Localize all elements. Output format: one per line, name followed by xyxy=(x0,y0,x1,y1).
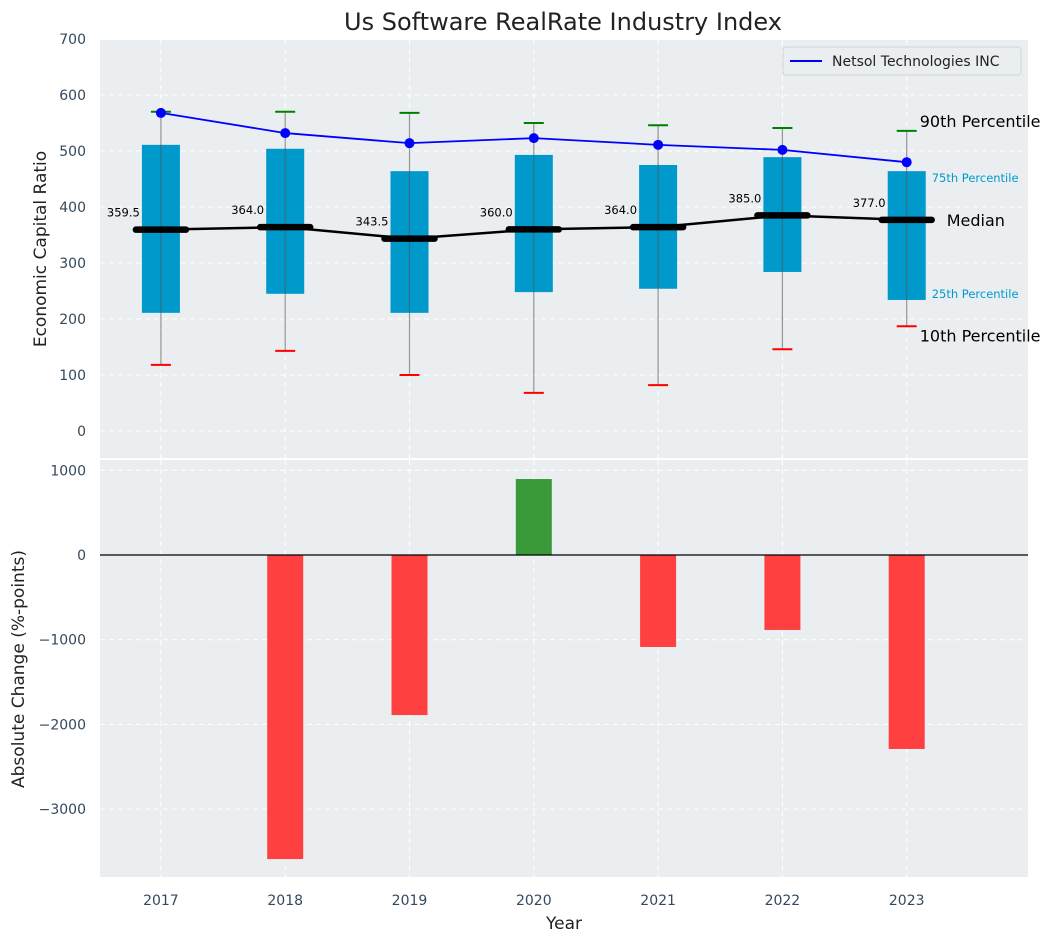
company-point xyxy=(653,139,664,150)
top-panel-background xyxy=(100,40,1028,458)
percentile-annotations: 90th Percentile 75th Percentile Median 2… xyxy=(920,112,1041,345)
company-point xyxy=(528,133,539,144)
bottom-y-tick-label: −2000 xyxy=(39,717,86,733)
change-bar xyxy=(515,479,552,555)
bottom-y-tick-label: 1000 xyxy=(50,463,86,479)
annotation-75th-percentile: 75th Percentile xyxy=(932,171,1019,185)
bottom-y-axis-label: Absolute Change (%-points) xyxy=(9,550,29,788)
change-bar xyxy=(640,555,677,647)
annotation-10th-percentile: 10th Percentile xyxy=(920,326,1041,345)
x-tick-label: 2022 xyxy=(765,893,801,909)
change-bar xyxy=(764,555,801,630)
median-value-label: 364.0 xyxy=(604,203,637,217)
median-value-label: 364.0 xyxy=(231,203,264,217)
median-value-label: 360.0 xyxy=(480,205,513,219)
company-point xyxy=(404,138,415,149)
company-point xyxy=(777,144,788,155)
top-y-tick-label: 100 xyxy=(59,368,86,384)
top-y-tick-label: 0 xyxy=(77,424,86,440)
x-tick-label: 2021 xyxy=(640,893,676,909)
bottom-y-tick-labels: −3000 −2000 −1000 0 1000 xyxy=(39,463,86,818)
top-y-tick-label: 400 xyxy=(59,200,86,216)
top-y-tick-labels: 0 100 200 300 400 500 600 700 xyxy=(59,32,86,440)
median-value-label: 377.0 xyxy=(853,196,886,210)
bottom-y-tick-label: −1000 xyxy=(39,633,86,649)
change-bar xyxy=(391,555,428,716)
bottom-y-tick-label: −3000 xyxy=(39,802,86,818)
change-bar xyxy=(267,555,304,860)
company-series-line xyxy=(155,107,912,168)
top-y-tick-label: 300 xyxy=(59,256,86,272)
change-bars xyxy=(267,479,925,860)
top-y-tick-label: 500 xyxy=(59,144,86,160)
x-tick-label: 2019 xyxy=(392,893,428,909)
annotation-25th-percentile: 25th Percentile xyxy=(932,287,1019,301)
legend: Netsol Technologies INC xyxy=(782,46,1022,76)
x-tick-label: 2017 xyxy=(143,893,179,909)
top-y-axis-label: Economic Capital Ratio xyxy=(31,151,51,347)
x-tick-label: 2018 xyxy=(267,893,303,909)
annotation-90th-percentile: 90th Percentile xyxy=(920,112,1041,131)
company-point xyxy=(280,128,291,139)
annotation-median: Median xyxy=(947,211,1005,230)
change-bar xyxy=(888,555,925,749)
median-line: 359.5 364.0 343.5 360.0 364.0 385.0 377.0 xyxy=(107,191,935,242)
median-value-label: 385.0 xyxy=(728,191,761,205)
legend-box xyxy=(782,46,1022,76)
company-point xyxy=(155,107,166,118)
x-axis-label: Year xyxy=(545,914,582,934)
legend-entry: Netsol Technologies INC xyxy=(832,54,1000,70)
median-value-label: 359.5 xyxy=(107,206,140,220)
bottom-panel-background xyxy=(100,460,1028,877)
top-y-tick-label: 700 xyxy=(59,32,86,48)
median-value-label: 343.5 xyxy=(356,215,389,229)
chart-title: Us Software RealRate Industry Index xyxy=(344,8,782,36)
top-y-tick-label: 600 xyxy=(59,88,86,104)
company-point xyxy=(901,157,912,168)
x-tick-label: 2023 xyxy=(889,893,925,909)
top-y-tick-label: 200 xyxy=(59,312,86,328)
x-tick-labels: 2017 2018 2019 2020 2021 2022 2023 xyxy=(143,893,924,909)
bottom-y-tick-label: 0 xyxy=(77,548,86,564)
x-tick-label: 2020 xyxy=(516,893,552,909)
